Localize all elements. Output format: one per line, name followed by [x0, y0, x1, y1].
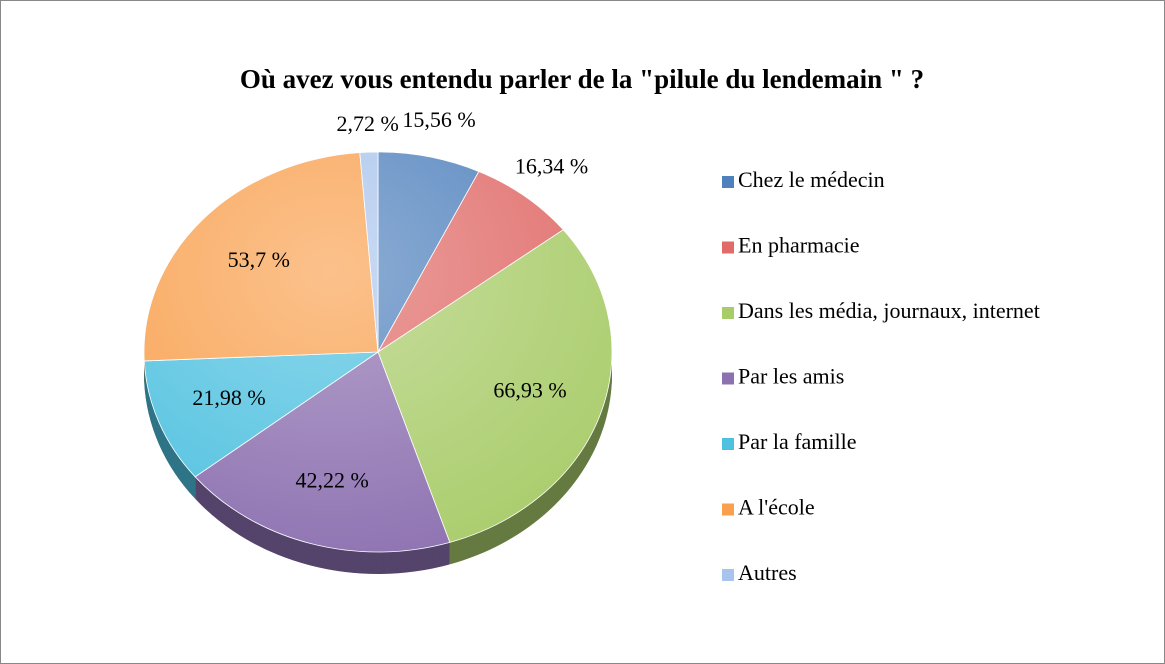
- legend-swatch: [722, 569, 734, 581]
- legend-swatch: [722, 307, 734, 319]
- legend-label: Chez le médecin: [738, 167, 885, 192]
- legend-label: En pharmacie: [738, 233, 860, 258]
- data-label: 15,56 %: [402, 107, 475, 132]
- legend-label: Par les amis: [738, 364, 844, 389]
- legend-label: Dans les média, journaux, internet: [738, 298, 1040, 323]
- chart-title: Où avez vous entendu parler de la "pilul…: [240, 64, 924, 94]
- legend-label: Par la famille: [738, 429, 857, 454]
- legend-swatch: [722, 176, 734, 188]
- legend-swatch: [722, 372, 734, 385]
- legend-label: A l'école: [738, 495, 815, 520]
- legend-label: Autres: [738, 560, 797, 585]
- data-label: 42,22 %: [295, 467, 368, 492]
- data-label: 16,34 %: [515, 153, 588, 178]
- legend-swatch: [722, 438, 734, 450]
- data-label: 21,98 %: [192, 385, 265, 410]
- data-label: 53,7 %: [228, 247, 290, 272]
- data-label: 66,93 %: [493, 377, 566, 402]
- data-label: 2,72 %: [337, 111, 399, 136]
- legend-swatch: [722, 503, 734, 516]
- legend-swatch: [722, 241, 734, 254]
